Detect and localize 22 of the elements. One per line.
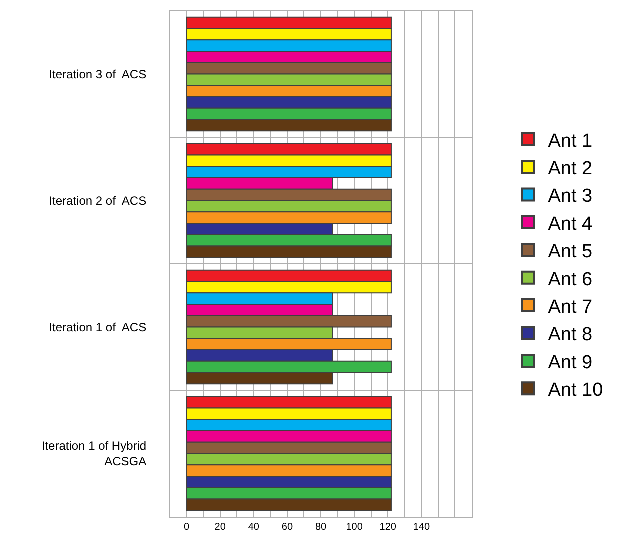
x-tick-label: 140 (413, 522, 430, 533)
legend-label: Ant 7 (548, 296, 593, 318)
x-tick-label: 60 (282, 522, 294, 533)
legend-label: Ant 6 (548, 269, 593, 290)
x-tick-label: 0 (184, 522, 190, 533)
legend-label: Ant 8 (548, 324, 593, 346)
legend-label: Ant 3 (548, 186, 593, 208)
x-tick-label: 80 (315, 522, 327, 533)
legend-label: Ant 10 (548, 380, 604, 402)
legend-label: Ant 1 (548, 130, 593, 152)
x-tick-label: 20 (214, 522, 226, 533)
y-tick-label: Iteration 3 of ACS (49, 67, 147, 82)
x-tick-label: 120 (380, 522, 397, 533)
legend-label: Ant 9 (548, 352, 593, 374)
x-tick-label: 100 (346, 522, 364, 533)
x-tick-label: 40 (248, 522, 260, 533)
y-tick-label: Iteration 1 of ACS (49, 320, 147, 334)
y-tick-label: Iteration 1 of Hybrid ACSGA (42, 439, 147, 469)
legend-label: Ant 5 (548, 242, 593, 263)
legend-label: Ant 2 (548, 158, 593, 180)
legend-label: Ant 4 (548, 214, 594, 235)
y-tick-label: Iteration 2 of ACS (49, 194, 147, 208)
